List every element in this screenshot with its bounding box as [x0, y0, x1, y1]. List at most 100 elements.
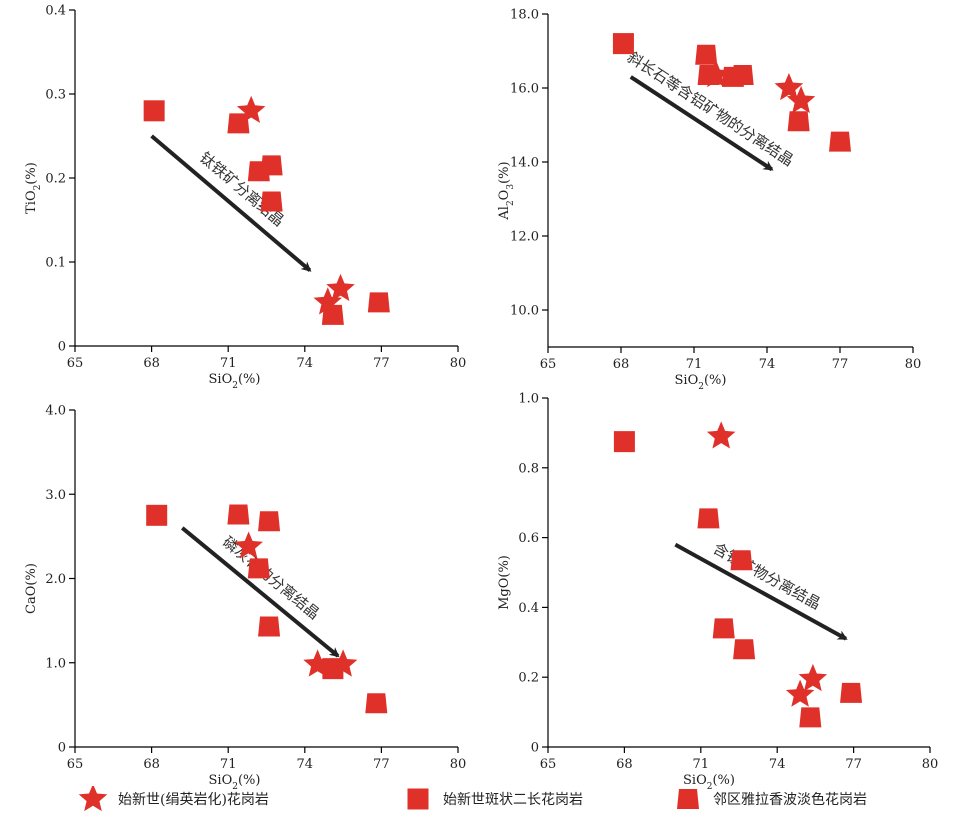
chart-panel-cao: 65 68 71 74 77 80 0 1.0 2.0 3.0 4.0 SiO2(%) CaO(%) 磷灰… — [24, 404, 466, 791]
data-point-triangle — [697, 65, 720, 86]
data-point-triangle — [258, 511, 281, 532]
trend-arrow — [180, 526, 340, 658]
data-point-triangle — [258, 616, 281, 637]
x-tick-label: 71 — [220, 356, 237, 371]
data-point-star — [785, 679, 815, 707]
data-point-star — [786, 85, 816, 114]
y-tick-label: 1.0 — [45, 656, 66, 671]
x-tick-label: 77 — [373, 356, 390, 371]
data-point-triangle — [321, 304, 344, 325]
triangle-icon — [677, 789, 699, 809]
legend-item-star: 始新世(绢英岩化)花岗岩 — [78, 786, 269, 812]
trend-arrow — [674, 542, 848, 641]
y-tick-label: 0.8 — [518, 461, 539, 476]
legend-label-star: 始新世(绢英岩化)花岗岩 — [118, 792, 269, 808]
star-icon — [78, 786, 108, 812]
trend-arrow — [629, 75, 774, 172]
y-tick-label: 2.0 — [45, 572, 66, 587]
data-point-triangle — [733, 639, 756, 660]
x-tick-label: 80 — [450, 757, 467, 772]
x-tick-label: 68 — [143, 757, 160, 772]
x-tick-label: 74 — [769, 757, 786, 772]
y-tick-label: 10.0 — [510, 304, 539, 319]
legend-item-triangle: 邻区雅拉香波淡色花岗岩 — [673, 786, 867, 812]
data-point-triangle — [695, 44, 718, 65]
square-icon — [407, 788, 429, 810]
y-tick-label: 0 — [58, 741, 66, 756]
x-tick-label: 80 — [905, 357, 922, 372]
data-point-triangle — [730, 550, 753, 571]
chart-panel-mgo: 65 68 71 74 77 80 0 0.2 0.4 0.6 0.8 1.0 SiO2(%) MgO(%… — [497, 392, 938, 791]
x-tick-label: 65 — [540, 357, 557, 372]
x-tick-label: 68 — [616, 757, 633, 772]
legend-label-triangle: 邻区雅拉香波淡色花岗岩 — [713, 792, 867, 808]
x-tick-label: 77 — [373, 757, 390, 772]
legend-marker-square — [407, 788, 429, 810]
data-point-triangle — [712, 618, 735, 639]
data-point-triangle — [840, 682, 863, 703]
y-axis-label: TiO2(%) — [24, 162, 43, 214]
data-point-triangle — [829, 131, 851, 152]
data-point-square — [612, 33, 634, 55]
legend-marker-star — [78, 786, 108, 812]
x-tick-label: 65 — [540, 757, 557, 772]
data-point-triangle — [367, 292, 390, 313]
y-tick-label: 0.4 — [45, 4, 66, 19]
data-point-triangle — [247, 161, 270, 182]
data-point-triangle — [365, 693, 388, 714]
x-tick-label: 68 — [613, 357, 630, 372]
data-point-square — [143, 100, 165, 122]
x-axis-label: SiO2(%) — [209, 773, 261, 790]
y-tick-label: 1.0 — [518, 392, 539, 407]
data-point-triangle — [697, 508, 720, 529]
y-tick-label: 12.0 — [510, 230, 539, 245]
data-point-star — [326, 273, 355, 301]
data-point-triangle — [247, 558, 270, 579]
x-tick-label: 74 — [297, 356, 314, 371]
y-tick-label: 0 — [58, 340, 66, 355]
y-tick-label: 14.0 — [510, 156, 539, 171]
trend-arrow — [150, 134, 312, 272]
legend: 始新世(绢英岩化)花岗岩 始新世斑状二长花岗岩 邻区雅拉香波淡色花岗岩 — [78, 786, 948, 812]
y-axis-label: CaO(%) — [24, 563, 39, 614]
data-point-triangle — [799, 707, 822, 728]
y-axis-label: Al2O3(%) — [497, 161, 516, 220]
legend-label-square: 始新世斑状二长花岗岩 — [443, 792, 583, 808]
x-tick-label: 80 — [922, 757, 939, 772]
x-axis-label: SiO2(%) — [209, 372, 261, 391]
x-tick-label: 68 — [143, 356, 160, 371]
x-tick-label: 80 — [450, 356, 467, 371]
legend-marker-triangle — [677, 789, 699, 809]
x-tick-label: 71 — [686, 357, 703, 372]
y-tick-label: 18.0 — [510, 8, 539, 23]
data-point-square — [613, 431, 635, 453]
data-point-star — [798, 663, 828, 692]
data-point-triangle — [227, 113, 250, 134]
x-axis-label: SiO2(%) — [683, 773, 735, 790]
data-point-square — [146, 504, 168, 526]
x-tick-label: 77 — [845, 757, 862, 772]
y-tick-label: 0.2 — [518, 671, 539, 686]
y-tick-label: 3.0 — [45, 488, 66, 503]
data-point-triangle — [227, 504, 250, 525]
x-tick-label: 65 — [67, 356, 84, 371]
x-tick-label: 71 — [220, 757, 237, 772]
y-tick-label: 0.3 — [45, 88, 66, 103]
y-tick-label: 4.0 — [45, 404, 66, 419]
data-point-star — [774, 73, 804, 101]
y-tick-label: 0.4 — [518, 601, 539, 616]
y-tick-label: 0 — [531, 741, 539, 756]
data-point-square — [322, 658, 344, 680]
legend-item-square: 始新世斑状二长花岗岩 — [403, 786, 583, 812]
data-point-triangle — [260, 191, 283, 212]
y-tick-label: 0.2 — [45, 172, 66, 187]
data-point-star — [236, 95, 266, 123]
x-tick-label: 74 — [759, 357, 776, 372]
data-point-triangle — [787, 111, 810, 132]
y-tick-label: 16.0 — [510, 82, 539, 97]
x-tick-label: 65 — [67, 757, 84, 772]
x-tick-label: 74 — [297, 757, 314, 772]
chart-panel-al2o3: 65 68 71 74 77 80 10.0 12.0 14.0 16.0 18.0 SiO2(%) A… — [497, 8, 921, 393]
